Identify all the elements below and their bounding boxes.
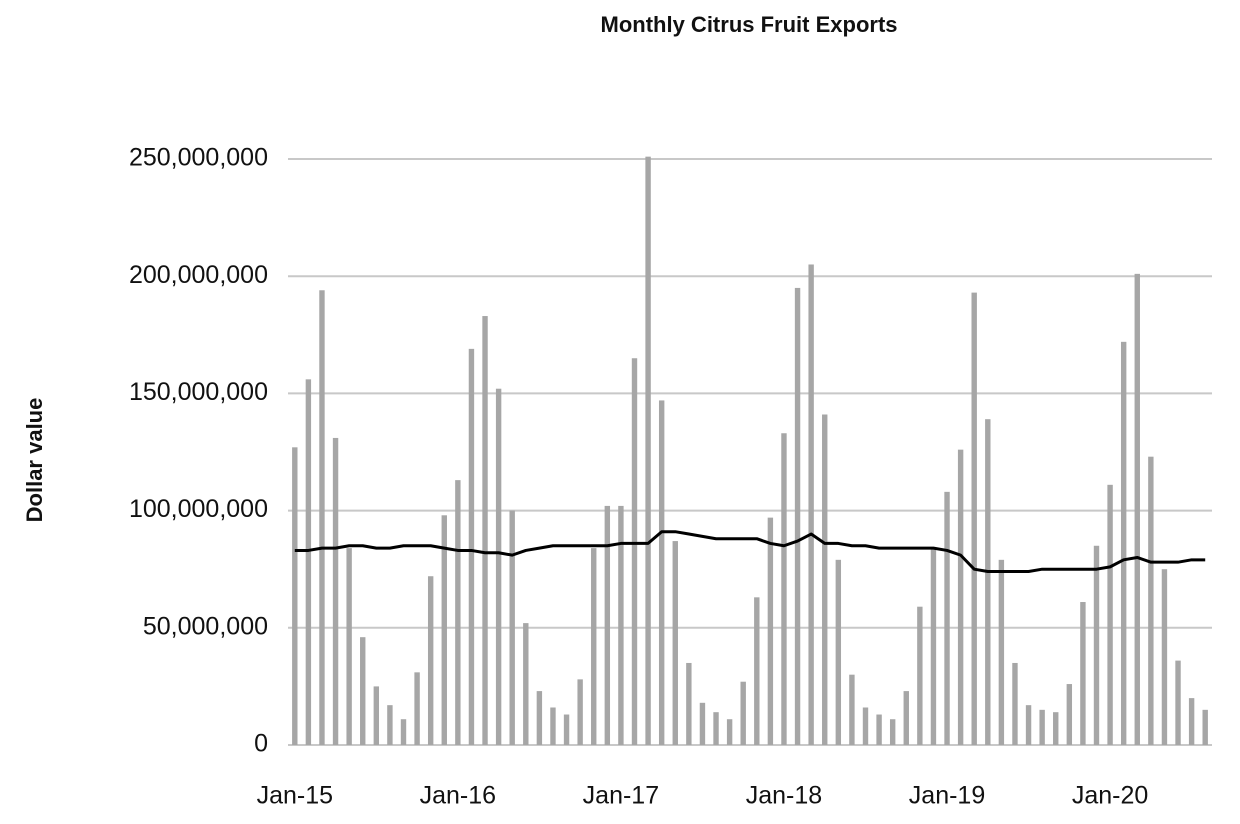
bar: [726, 719, 733, 745]
bar: [713, 712, 719, 745]
bar: [889, 719, 896, 745]
bar: [917, 606, 923, 745]
bar: [523, 623, 529, 745]
bar: [1093, 545, 1100, 745]
bar: [305, 379, 312, 745]
bar: [876, 714, 882, 745]
bar: [740, 681, 746, 745]
bar: [849, 674, 855, 745]
bar: [563, 714, 570, 745]
bar: [1120, 341, 1127, 745]
bar: [332, 437, 339, 745]
bar: [1053, 712, 1059, 745]
bar: [360, 637, 366, 745]
bar: [319, 290, 325, 745]
x-tick-label: Jan-17: [583, 782, 659, 810]
bar: [1202, 709, 1208, 745]
bar: [1148, 456, 1154, 745]
bar: [591, 548, 597, 745]
x-tick-label: Jan-18: [746, 782, 822, 810]
bar: [468, 348, 475, 745]
bar: [1039, 709, 1045, 745]
bar: [441, 515, 447, 745]
y-tick-label: 50,000,000: [143, 612, 268, 640]
y-tick-label: 100,000,000: [129, 495, 268, 523]
bar: [618, 505, 624, 745]
bar: [658, 400, 665, 745]
bar: [1025, 705, 1032, 745]
bar: [292, 447, 298, 745]
bar: [604, 505, 611, 745]
bar: [577, 679, 583, 745]
bar: [686, 662, 692, 745]
bar: [957, 449, 964, 745]
y-tick-label: 200,000,000: [129, 261, 268, 289]
bar: [754, 597, 760, 745]
x-tick-label: Jan-16: [420, 782, 496, 810]
x-tick-label: Jan-19: [909, 782, 985, 810]
x-tick-label: Jan-15: [257, 782, 333, 810]
bar: [672, 541, 678, 745]
y-tick-label: 0: [254, 730, 268, 758]
bar: [536, 691, 543, 745]
bar: [903, 691, 909, 745]
bar: [631, 358, 638, 745]
bar: [781, 433, 787, 745]
bar: [971, 292, 977, 745]
bar: [1134, 273, 1140, 745]
chart-title: Monthly Citrus Fruit Exports: [601, 12, 898, 37]
bar: [495, 388, 502, 745]
bar: [930, 548, 937, 745]
y-tick-label: 250,000,000: [129, 144, 268, 172]
bar: [699, 702, 706, 745]
bar: [414, 672, 420, 745]
bar: [455, 480, 461, 745]
bar: [862, 707, 869, 745]
x-tick-label: Jan-20: [1072, 782, 1148, 810]
bar: [645, 156, 651, 745]
bar: [509, 510, 515, 745]
bar: [1012, 662, 1018, 745]
bar: [998, 559, 1005, 745]
bar: [387, 705, 393, 745]
bar: [808, 264, 814, 745]
bar: [550, 707, 556, 745]
bar: [822, 414, 828, 745]
bar: [1107, 484, 1113, 745]
bar: [1066, 684, 1073, 745]
bar: [482, 316, 488, 745]
bar: [767, 517, 774, 745]
line: [294, 530, 1206, 574]
bar: [794, 287, 801, 745]
bar: [373, 686, 380, 745]
bar: [944, 491, 950, 745]
bar: [346, 548, 352, 745]
bar: [1080, 602, 1086, 745]
bar: [427, 576, 434, 745]
bar: [835, 559, 842, 745]
bar: [1175, 660, 1181, 745]
bar: [400, 719, 407, 745]
y-tick-label: 150,000,000: [129, 378, 268, 406]
bar: [1161, 569, 1168, 745]
y-axis-label: Dollar value: [22, 398, 47, 523]
bar: [1188, 698, 1195, 745]
bar: [985, 419, 991, 745]
